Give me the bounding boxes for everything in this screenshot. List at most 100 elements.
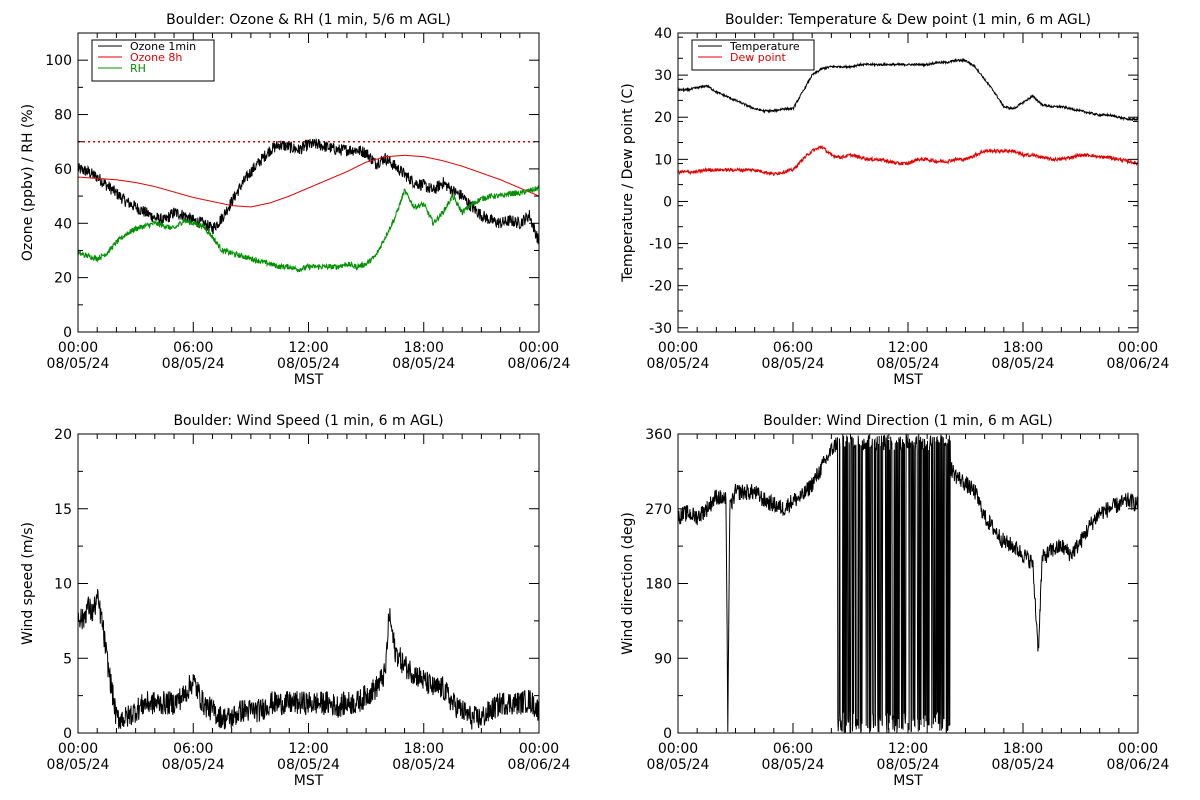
temp-dew-xtick-time: 00:00 (658, 340, 698, 356)
wind-direction-ytick-label: 360 (645, 427, 672, 443)
ozone-rh-xtick-time: 18:00 (404, 340, 444, 356)
wind-speed-xtick-date: 08/05/24 (392, 757, 455, 773)
temp-dew-legend (691, 39, 815, 71)
temp-dew-series-0 (678, 57, 1138, 122)
temp-dew-xtick-date: 08/05/24 (647, 356, 710, 372)
temp-dew-xtick-date: 08/05/24 (762, 356, 825, 372)
wind-speed-panel: Boulder: Wind Speed (1 min, 6 m AGL) 0 5 10… (20, 413, 571, 789)
temp-dew-title: Boulder: Temperature & Dew point (1 min,… (725, 12, 1091, 28)
ozone-rh-xtick-date: 08/05/24 (392, 356, 455, 372)
temp-dew-xtick-date: 08/05/24 (992, 356, 1055, 372)
ozone-rh-series-1 (78, 154, 539, 208)
temp-dew-panel: Boulder: Temperature & Dew point (1 min,… (620, 12, 1170, 388)
ozone-rh-xlabel: MST (294, 372, 324, 388)
wind-speed-title: Boulder: Wind Speed (1 min, 6 m AGL) (173, 413, 443, 429)
ozone-rh-ytick-label: 40 (54, 216, 72, 232)
temp-dew-series-1 (678, 144, 1138, 177)
temp-dew-legend-label: Temperature (729, 40, 800, 53)
wind-direction-series-line-0 (678, 434, 1138, 733)
ozone-rh-xtick-time: 00:00 (58, 340, 98, 356)
ozone-rh-legend-label: Ozone 8h (130, 51, 182, 64)
wind-direction-xtick-time: 06:00 (773, 741, 813, 757)
temp-dew-ytick-label: 0 (663, 194, 672, 210)
temp-dew-xtick-time: 06:00 (773, 340, 813, 356)
ozone-rh-legend-label: RH (130, 62, 146, 75)
temp-dew-ytick-label: -20 (649, 279, 672, 295)
ozone-rh-title: Boulder: Ozone & RH (1 min, 5/6 m AGL) (166, 12, 451, 28)
wind-speed-xtick-time: 06:00 (173, 741, 213, 757)
ozone-rh-ytick-label: 60 (54, 162, 72, 178)
temp-dew-ytick-label: 40 (654, 26, 672, 42)
wind-direction-xtick-time: 12:00 (888, 741, 928, 757)
temp-dew-xlabel: MST (893, 372, 923, 388)
ozone-rh-ytick-label: 20 (54, 271, 72, 287)
temp-dew-series-line-0 (678, 57, 1138, 122)
wind-direction-xtick-date: 08/05/24 (992, 757, 1055, 773)
wind-direction-xtick-time: 00:00 (658, 741, 698, 757)
wind-speed-ytick-label: 20 (54, 427, 72, 443)
wind-direction-ytick-label: 0 (663, 726, 672, 742)
wind-direction-xtick-date: 08/05/24 (762, 757, 825, 773)
wind-direction-title: Boulder: Wind Direction (1 min, 6 m AGL) (763, 413, 1052, 429)
wind-direction-series-0 (678, 434, 1138, 733)
temp-dew-xtick-date: 08/05/24 (877, 356, 940, 372)
wind-direction-ytick-label: 270 (645, 502, 672, 518)
ozone-rh-xtick-date: 08/05/24 (162, 356, 225, 372)
ozone-rh-ytick-label: 80 (54, 108, 72, 124)
wind-speed-xtick-time: 18:00 (404, 741, 444, 757)
ozone-rh-series-line-2 (78, 185, 539, 273)
temp-dew-ytick-label: 30 (654, 68, 672, 84)
wind-direction-xtick-date: 08/06/24 (1107, 757, 1170, 773)
ozone-rh-series-line-0 (78, 138, 539, 245)
wind-speed-xtick-time: 00:00 (519, 741, 559, 757)
wind-direction-xtick-time: 00:00 (1118, 741, 1158, 757)
temp-dew-xtick-date: 08/06/24 (1107, 356, 1170, 372)
ozone-rh-ytick-label: 100 (45, 53, 72, 69)
temp-dew-ytick-label: -10 (649, 237, 672, 253)
temp-dew-legend-label: Dew point (730, 51, 786, 64)
wind-speed-ytick-label: 5 (63, 651, 72, 667)
temp-dew-ytick-label: 20 (654, 110, 672, 126)
wind-direction-xtick-time: 18:00 (1003, 741, 1043, 757)
ozone-rh-legend-label: Ozone 1min (130, 40, 196, 53)
temp-dew-ytick-label: -30 (649, 321, 672, 337)
wind-direction-ytick-label: 180 (645, 577, 672, 593)
temp-dew-series-line-1 (678, 144, 1138, 177)
temp-dew-ylabel: Temperature / Dew point (C) (620, 83, 636, 282)
ozone-rh-ytick-label: 0 (63, 325, 72, 341)
temp-dew-xtick-time: 18:00 (1003, 340, 1043, 356)
ozone-rh-xtick-time: 06:00 (173, 340, 213, 356)
ozone-rh-xtick-time: 12:00 (288, 340, 328, 356)
wind-speed-ytick-label: 15 (54, 502, 72, 518)
wind-speed-series-line-0 (78, 589, 539, 730)
wind-direction-xtick-date: 08/05/24 (647, 757, 710, 773)
ozone-rh-ylabel: Ozone (ppbv) / RH (%) (20, 104, 36, 261)
wind-speed-frame (77, 433, 540, 734)
wind-speed-xtick-time: 00:00 (58, 741, 98, 757)
wind-speed-ytick-label: 0 (63, 726, 72, 742)
wind-direction-xtick-date: 08/05/24 (877, 757, 940, 773)
ozone-rh-xtick-time: 00:00 (519, 340, 559, 356)
wind-direction-frame (677, 433, 1139, 734)
ozone-rh-series-2 (78, 185, 539, 273)
ozone-rh-series-line-1 (78, 154, 539, 208)
wind-direction-ylabel: Wind direction (deg) (620, 512, 636, 655)
temp-dew-xtick-time: 00:00 (1118, 340, 1158, 356)
ozone-rh-xtick-date: 08/05/24 (277, 356, 340, 372)
ozone-rh-xtick-date: 08/05/24 (47, 356, 110, 372)
wind-speed-ytick-label: 10 (54, 577, 72, 593)
ozone-rh-legend (91, 39, 215, 82)
wind-speed-series-0 (78, 589, 539, 730)
wind-direction-panel: Boulder: Wind Direction (1 min, 6 m AGL)… (620, 413, 1170, 789)
wind-speed-xtick-time: 12:00 (288, 741, 328, 757)
temp-dew-frame (677, 32, 1139, 333)
wind-speed-xtick-date: 08/05/24 (47, 757, 110, 773)
wind-speed-xtick-date: 08/05/24 (277, 757, 340, 773)
wind-speed-xtick-date: 08/06/24 (508, 757, 571, 773)
wind-direction-ytick-label: 90 (654, 651, 672, 667)
temp-dew-ytick-label: 10 (654, 152, 672, 168)
wind-speed-xtick-date: 08/05/24 (162, 757, 225, 773)
wind-direction-xlabel: MST (893, 773, 923, 789)
wind-speed-xlabel: MST (294, 773, 324, 789)
